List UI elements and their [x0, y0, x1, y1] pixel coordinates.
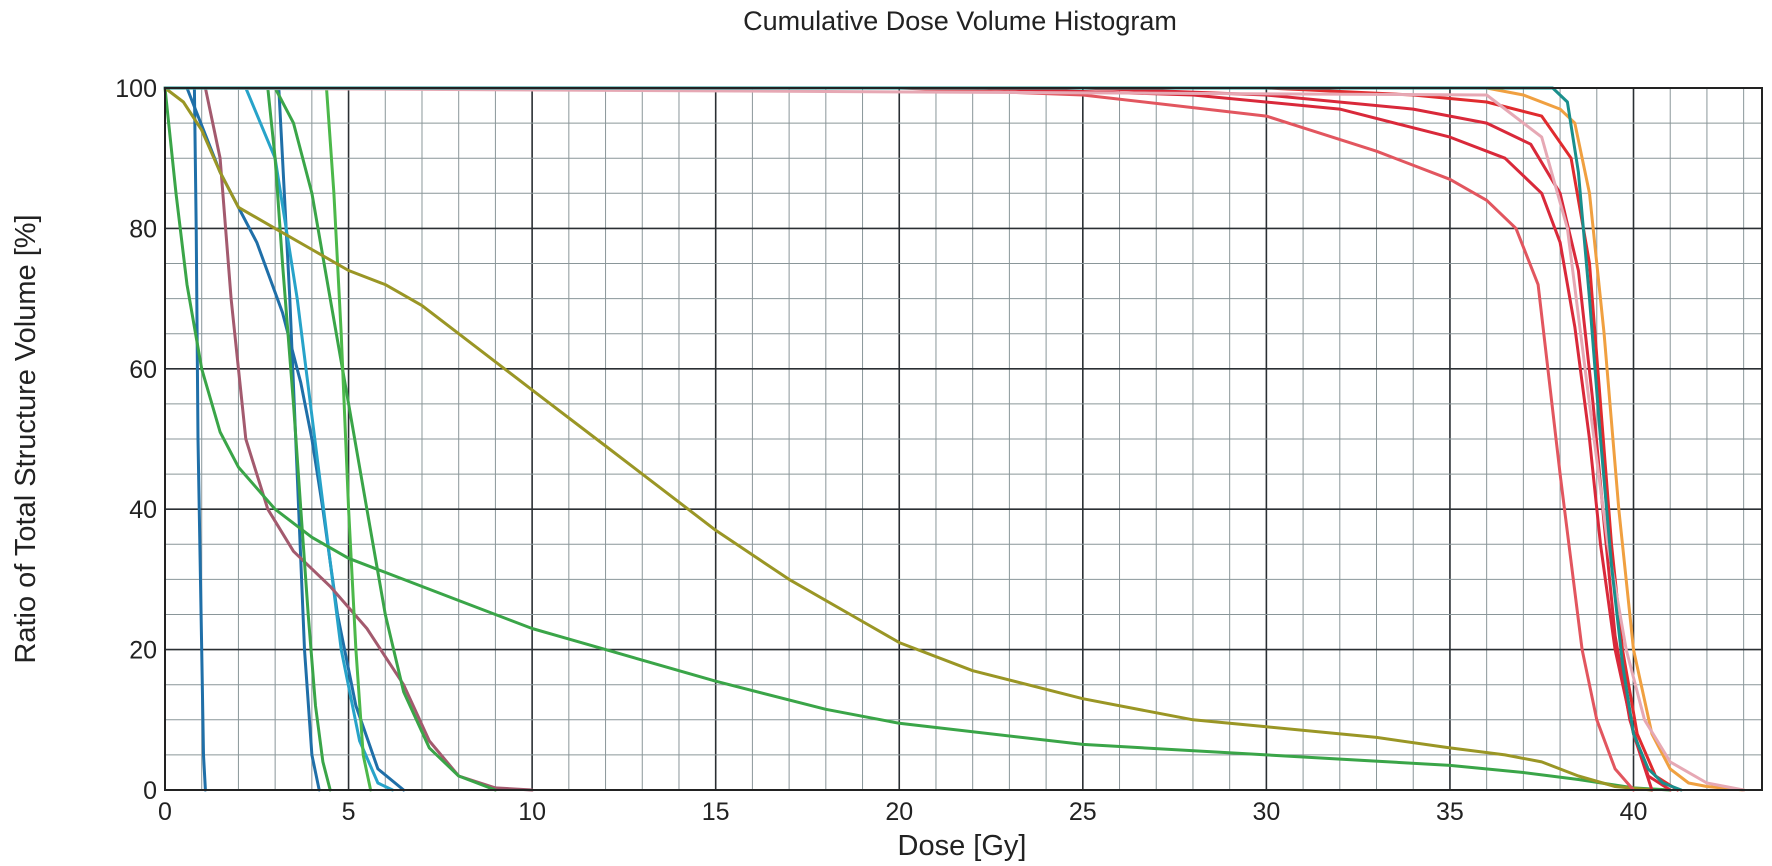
x-tick-label: 25 [1069, 798, 1097, 826]
x-axis-label: Dose [Gy] [898, 830, 1027, 862]
x-tick-label: 10 [518, 798, 546, 826]
dvh-series-line-16 [163, 86, 1746, 792]
dvh-series-line-6 [163, 86, 332, 792]
dvh-series-line-10 [163, 86, 1654, 792]
y-tick-label: 20 [129, 637, 157, 665]
dvh-series-line-11 [163, 86, 1635, 792]
y-axis-label: Ratio of Total Structure Volume [%] [10, 214, 42, 663]
dvh-series-line-9 [163, 86, 1672, 792]
dvh-series-line-8 [163, 86, 373, 792]
y-tick-label: 100 [115, 75, 157, 103]
chart-title: Cumulative Dose Volume Histogram [743, 6, 1177, 36]
dvh-series-line-4 [163, 86, 395, 792]
y-tick-label: 60 [129, 356, 157, 384]
plot-frame [164, 87, 1763, 791]
dvh-series-line-15 [163, 86, 1746, 792]
x-tick-label: 20 [885, 798, 913, 826]
y-tick-label: 0 [143, 777, 157, 805]
y-axis-ticks: 0 20 40 60 80 100 [115, 75, 157, 805]
x-tick-label: 30 [1252, 798, 1280, 826]
x-axis-ticks: 0 5 10 15 20 25 30 35 40 [158, 798, 1647, 826]
x-tick-label: 15 [702, 798, 730, 826]
y-tick-label: 80 [129, 215, 157, 243]
y-tick-label: 40 [129, 496, 157, 524]
x-tick-label: 35 [1436, 798, 1464, 826]
x-tick-label: 40 [1620, 798, 1648, 826]
x-tick-label: 0 [158, 798, 172, 826]
x-tick-label: 5 [342, 798, 356, 826]
dvh-series-line-12 [163, 86, 1654, 792]
dvh-series-line-7 [163, 86, 497, 792]
series-layer [163, 86, 1746, 792]
